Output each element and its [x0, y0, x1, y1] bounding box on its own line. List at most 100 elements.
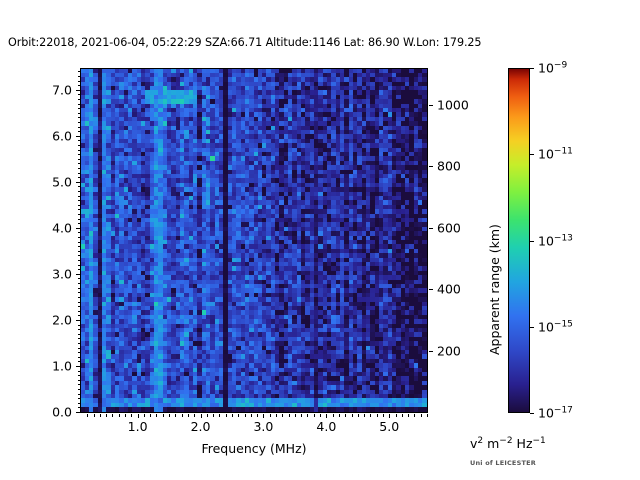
y-tick-minor-left [78, 121, 80, 123]
x-tick-minor [194, 414, 196, 417]
x-tick-minor [162, 414, 164, 417]
y-tick-label-left: 5.0 [52, 174, 72, 190]
x-tick-minor [364, 414, 366, 417]
y-tick-minor-left [78, 144, 80, 146]
x-tick-minor [320, 414, 322, 417]
y-tick-minor-left [78, 75, 80, 77]
x-tick-minor [276, 414, 278, 417]
y-tick-minor-left [78, 260, 80, 262]
y-tick-minor-left [78, 264, 80, 266]
y-tick-minor-left [78, 287, 80, 289]
y-tick-minor-left [78, 94, 80, 96]
x-tick-minor [420, 414, 422, 417]
y-tick-label-left: 7.0 [52, 82, 72, 98]
y-tick-mark-left [76, 273, 80, 275]
y-tick-minor-left [78, 269, 80, 271]
y-tick-minor-left [78, 117, 80, 119]
y-tick-minor-left [78, 375, 80, 377]
y-tick-minor-left [78, 126, 80, 128]
y-tick-minor-left [78, 370, 80, 372]
y-tick-label-left: 2.0 [52, 312, 72, 328]
y-tick-minor-left [78, 167, 80, 169]
x-tick-minor [150, 414, 152, 417]
y-tick-label-left: 4.0 [52, 220, 72, 236]
x-tick-minor [269, 414, 271, 417]
y-tick-minor-left [78, 85, 80, 87]
y-tick-minor-left [78, 131, 80, 133]
institution-credit: Uni of LEICESTER [470, 459, 536, 467]
y-tick-minor-left [78, 232, 80, 234]
y-tick-minor-left [78, 356, 80, 358]
y-tick-label-right: 800 [437, 158, 461, 174]
y-tick-minor-left [78, 333, 80, 335]
x-tick-minor [238, 414, 240, 417]
y-tick-minor-left [78, 177, 80, 179]
y-tick-minor-left [78, 191, 80, 192]
x-tick-minor [112, 414, 114, 417]
x-tick-minor [175, 414, 177, 417]
x-tick-label: 2.0 [190, 419, 211, 434]
x-tick-mark [200, 414, 202, 418]
x-axis-label: Frequency (MHz) [201, 441, 307, 456]
y-tick-minor-left [78, 352, 80, 354]
x-tick-minor [307, 414, 309, 417]
y-tick-minor-left [78, 103, 80, 105]
colorbar-tick-label: 10−15 [538, 319, 573, 335]
y-tick-minor-left [78, 338, 80, 340]
y-tick-minor-left [78, 154, 80, 156]
x-tick-minor [401, 414, 403, 417]
plot-title: Orbit:22018, 2021-06-04, 05:22:29 SZA:66… [8, 36, 482, 49]
y-tick-minor-left [78, 237, 80, 239]
y-tick-minor-left [78, 140, 80, 142]
y-tick-mark-left [76, 319, 80, 321]
y-tick-mark-right [429, 104, 433, 106]
y-tick-minor-left [78, 80, 80, 82]
x-tick-label: 5.0 [379, 419, 400, 434]
x-tick-minor [99, 414, 101, 417]
colorbar-tick-label: 10−9 [538, 60, 568, 76]
y-tick-label-right: 400 [437, 281, 461, 297]
x-tick-minor [313, 414, 315, 417]
x-tick-minor [106, 414, 108, 417]
y-axis-label-right: Apparent range (km) [487, 224, 502, 355]
y-tick-label-left: 0.0 [52, 404, 72, 420]
y-tick-minor-left [78, 204, 80, 206]
y-tick-label-right: 200 [437, 343, 461, 359]
x-tick-minor [169, 414, 171, 417]
x-tick-minor [357, 414, 359, 417]
x-tick-minor [288, 414, 290, 417]
x-tick-minor [187, 414, 189, 417]
y-tick-minor-left [78, 255, 80, 257]
colorbar-tick-mark [530, 413, 534, 414]
y-tick-minor-left [78, 361, 80, 363]
x-tick-minor [427, 414, 428, 417]
y-tick-mark-left [76, 412, 80, 413]
y-tick-minor-left [78, 278, 80, 280]
y-tick-minor-left [78, 292, 80, 294]
x-tick-minor [225, 414, 227, 417]
y-tick-minor-left [78, 306, 80, 308]
y-tick-mark-left [76, 89, 80, 91]
x-tick-minor [206, 414, 208, 417]
y-tick-minor-left [78, 347, 80, 349]
y-tick-minor-left [78, 195, 80, 197]
y-tick-mark-right [429, 166, 433, 168]
colorbar-tick-label: 10−17 [538, 405, 573, 421]
x-tick-minor [219, 414, 221, 417]
colorbar-tick-label: 10−13 [538, 232, 573, 249]
colorbar-tick-mark [530, 68, 534, 69]
y-tick-minor-left [78, 246, 80, 248]
y-tick-minor-left [78, 209, 80, 211]
colorbar-unit-text: v2 m−2 Hz−1 [470, 436, 546, 452]
y-tick-minor-left [78, 283, 80, 285]
x-tick-minor [370, 414, 372, 417]
x-tick-label: 4.0 [316, 419, 337, 434]
y-tick-minor-left [78, 98, 80, 100]
x-tick-minor [244, 414, 246, 417]
x-tick-minor [213, 414, 215, 417]
y-tick-minor-left [78, 296, 80, 298]
y-tick-mark-left [76, 365, 80, 367]
y-tick-minor-left [78, 301, 80, 303]
x-tick-minor [131, 414, 133, 417]
